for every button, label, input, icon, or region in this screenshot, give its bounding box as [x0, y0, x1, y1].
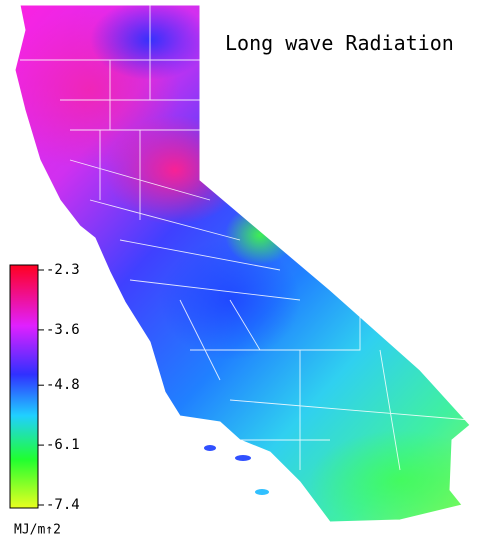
map-title: Long wave Radiation: [225, 31, 454, 55]
island: [255, 489, 269, 495]
county-lines: [20, 5, 470, 471]
colorbar-ticks: -2.3 -3.6 -4.8 -6.1 -7.4: [38, 262, 80, 513]
raster-green: [225, 205, 295, 265]
raster-green: [310, 430, 470, 522]
colorbar-unit: MJ/m↑2: [14, 523, 61, 538]
colorbar: [9, 264, 39, 509]
colorbar-tick-label: -4.8: [46, 377, 80, 393]
raster-warm: [105, 115, 245, 225]
colorbar-tick-label: -6.1: [46, 437, 80, 453]
island: [235, 455, 251, 461]
state-outline: [14, 4, 471, 523]
colorbar-tick-label: -7.4: [46, 497, 80, 513]
colorbar-tick-label: -3.6: [46, 322, 80, 338]
colorbar-tick-label: -2.3: [46, 262, 80, 278]
island: [204, 445, 216, 451]
